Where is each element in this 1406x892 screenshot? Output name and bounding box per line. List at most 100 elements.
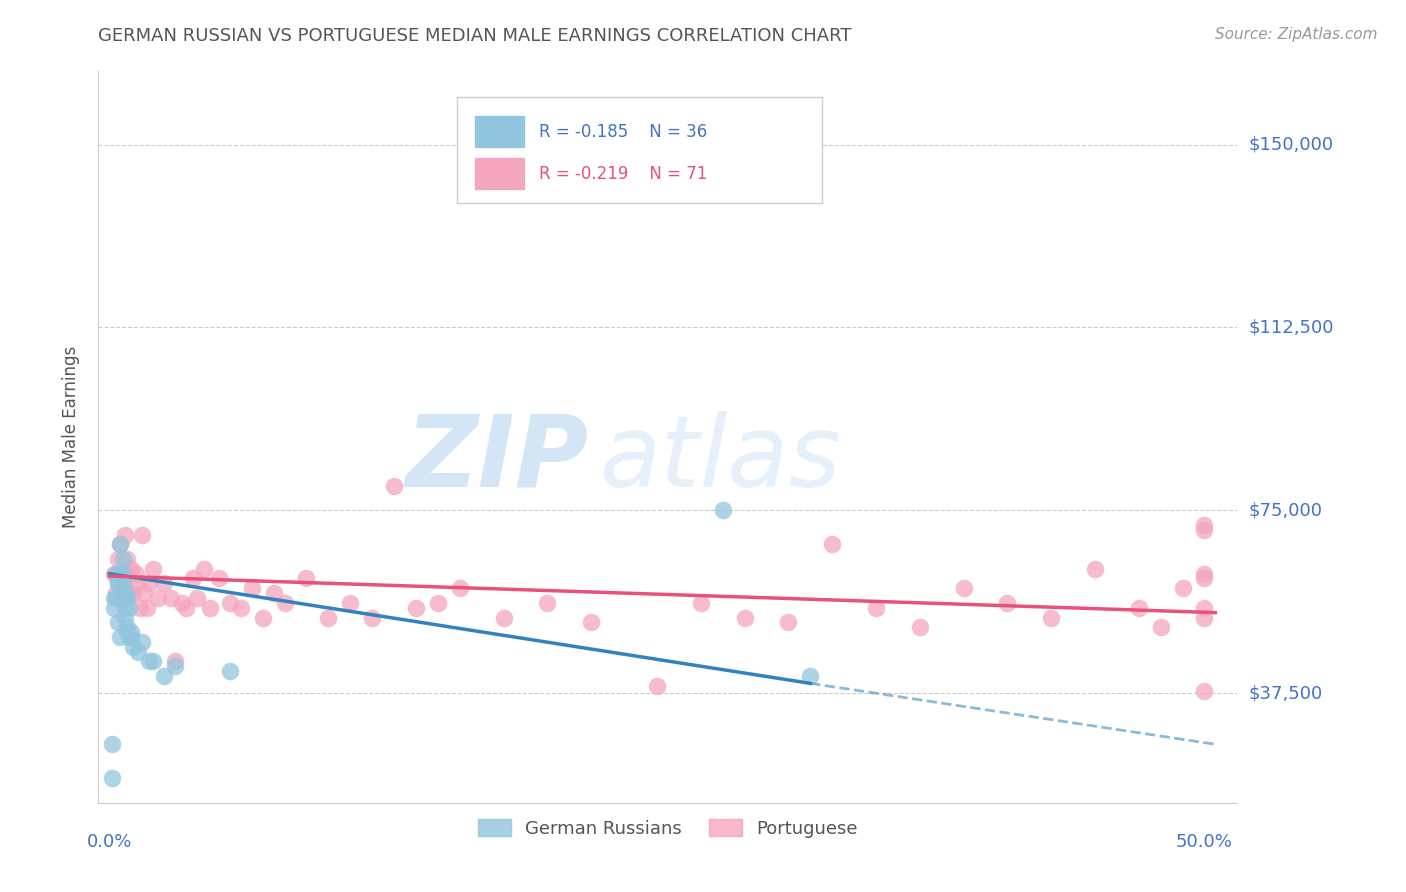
Point [111, 576, 134, 591]
Point [135, 600, 157, 615]
Point [426, 596, 449, 610]
Point [449, 581, 471, 595]
Point [579, 615, 602, 630]
Point [645, 679, 668, 693]
Point [115, 625, 138, 640]
Point [208, 572, 231, 586]
Y-axis label: Median Male Earnings: Median Male Earnings [62, 346, 80, 528]
Point [131, 527, 153, 541]
Point [120, 625, 142, 640]
Point [218, 664, 240, 678]
Point [107, 576, 129, 591]
Point [127, 576, 149, 591]
Point [252, 610, 274, 624]
Point [107, 576, 129, 591]
Point [104, 586, 127, 600]
Point [229, 600, 252, 615]
Point [118, 600, 141, 615]
Point [110, 566, 132, 581]
Point [138, 654, 160, 668]
Point [118, 566, 141, 581]
Point [263, 586, 285, 600]
Point [103, 591, 125, 605]
Point [170, 596, 193, 610]
Point [114, 566, 136, 581]
Point [1194, 566, 1216, 581]
Point [111, 566, 134, 581]
Point [100, 737, 122, 751]
Point [153, 669, 176, 683]
FancyBboxPatch shape [457, 97, 821, 203]
Point [146, 591, 169, 605]
Text: 50.0%: 50.0% [1175, 833, 1233, 851]
Point [711, 503, 734, 517]
Point [115, 552, 138, 566]
Point [138, 576, 160, 591]
Text: $37,500: $37,500 [1249, 684, 1323, 702]
Point [127, 645, 149, 659]
Point [100, 772, 122, 786]
Point [689, 596, 711, 610]
Point [103, 600, 125, 615]
Point [129, 600, 152, 615]
Point [181, 572, 204, 586]
Point [382, 479, 405, 493]
Point [104, 591, 127, 605]
Point [198, 600, 221, 615]
Point [115, 591, 138, 605]
Point [107, 552, 129, 566]
Point [952, 581, 974, 595]
Point [104, 566, 127, 581]
Point [1128, 600, 1150, 615]
Point [142, 654, 165, 668]
Point [778, 615, 800, 630]
Point [159, 591, 181, 605]
Point [1149, 620, 1171, 634]
Point [536, 596, 558, 610]
Point [110, 537, 132, 551]
Point [114, 586, 136, 600]
Point [134, 586, 156, 600]
Point [165, 654, 187, 668]
Point [1194, 572, 1216, 586]
Point [120, 630, 142, 644]
Point [110, 537, 132, 551]
Point [186, 591, 208, 605]
Point [1194, 600, 1216, 615]
Text: R = -0.185    N = 36: R = -0.185 N = 36 [538, 123, 707, 141]
Point [174, 600, 197, 615]
Point [1194, 683, 1216, 698]
Text: $112,500: $112,500 [1249, 318, 1334, 336]
FancyBboxPatch shape [474, 115, 526, 148]
Point [120, 562, 142, 576]
Text: atlas: atlas [599, 410, 841, 508]
Point [131, 635, 153, 649]
Point [821, 537, 844, 551]
Point [114, 600, 136, 615]
Point [142, 562, 165, 576]
Point [118, 630, 141, 644]
Point [218, 596, 240, 610]
Point [122, 640, 145, 654]
Point [405, 600, 427, 615]
Point [111, 591, 134, 605]
Text: 0.0%: 0.0% [87, 833, 132, 851]
Point [734, 610, 756, 624]
Text: Source: ZipAtlas.com: Source: ZipAtlas.com [1215, 27, 1378, 42]
Point [1194, 517, 1216, 532]
Point [1084, 562, 1107, 576]
Point [122, 586, 145, 600]
Point [103, 566, 125, 581]
Point [107, 615, 129, 630]
Point [115, 591, 138, 605]
Text: ZIP: ZIP [405, 410, 588, 508]
Point [492, 610, 515, 624]
Point [1171, 581, 1194, 595]
Point [318, 610, 340, 624]
Point [273, 596, 295, 610]
Point [908, 620, 931, 634]
Point [111, 576, 134, 591]
Point [295, 572, 318, 586]
Text: R = -0.219    N = 71: R = -0.219 N = 71 [538, 165, 707, 183]
Point [111, 552, 134, 566]
